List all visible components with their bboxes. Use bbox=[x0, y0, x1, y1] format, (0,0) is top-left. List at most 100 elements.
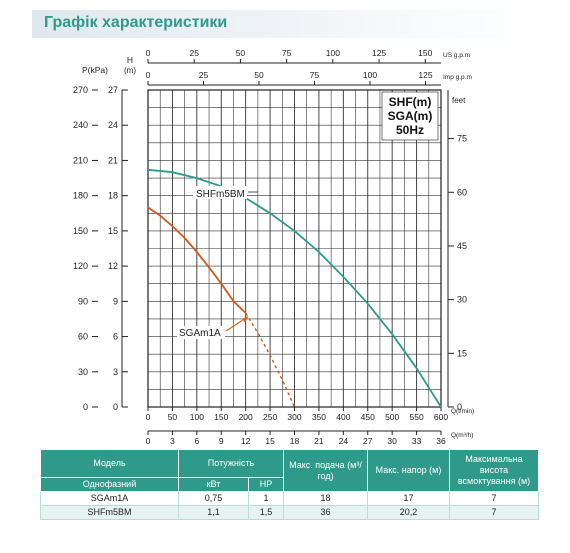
x-axis-usgpm-tick-label: 100 bbox=[326, 48, 340, 58]
pump-curve-chart: 0306090120150180210240270036912151821242… bbox=[73, 48, 474, 445]
page-title: Графік характеристики bbox=[44, 14, 228, 31]
y-tick-label-kpa: 0 bbox=[83, 402, 88, 412]
y-tick-label-feet: 45 bbox=[457, 241, 467, 251]
y-tick-label-kpa: 120 bbox=[73, 261, 88, 271]
series-label-sgam1a: SGAm1A bbox=[179, 328, 221, 339]
x-axis-impgpm-label: Imp g.p.m bbox=[443, 74, 472, 81]
cell-flow: 36 bbox=[283, 505, 368, 520]
y-tick-label-m: 24 bbox=[108, 120, 118, 130]
x-axis-m3h-tick-label: 12 bbox=[241, 436, 251, 445]
x-axis-usgpm-tick-label: 50 bbox=[236, 48, 246, 58]
th-model: Модель bbox=[40, 449, 179, 478]
y-tick-label-m: 21 bbox=[108, 155, 118, 165]
y-tick-label-m: 0 bbox=[113, 402, 118, 412]
series-label-bg bbox=[177, 326, 225, 339]
y-tick-label-feet: 60 bbox=[457, 187, 467, 197]
x-axis-lmin-tick-label: 450 bbox=[361, 412, 375, 422]
y-tick-label-kpa: 270 bbox=[73, 85, 88, 95]
x-axis-m3h-tick-label: 33 bbox=[412, 436, 422, 445]
x-axis-lmin-label: Q(l/min) bbox=[451, 408, 474, 415]
y-axis-label-kpa: P(kPa) bbox=[82, 65, 108, 75]
x-axis-usgpm-label: US g.p.m bbox=[443, 52, 470, 59]
cell-head: 20,2 bbox=[367, 505, 450, 520]
x-axis-m3h-tick-label: 18 bbox=[290, 436, 300, 445]
x-axis-usgpm-tick-label: 125 bbox=[372, 48, 386, 58]
cell-hp: 1 bbox=[248, 491, 284, 506]
y-tick-label-feet: 75 bbox=[457, 134, 467, 144]
legend-box-line: SGA(m) bbox=[388, 109, 433, 123]
th-single-phase: Однофазний bbox=[40, 477, 179, 492]
cell-kw: 0,75 bbox=[178, 491, 249, 506]
y-tick-label-m: 3 bbox=[113, 367, 118, 377]
x-axis-impgpm-tick-label: 125 bbox=[418, 70, 432, 80]
y-tick-label-m: 18 bbox=[108, 191, 118, 201]
x-axis-impgpm-tick-label: 0 bbox=[146, 70, 151, 80]
y-tick-label-kpa: 210 bbox=[73, 155, 88, 165]
x-axis-lmin-tick-label: 0 bbox=[146, 412, 151, 422]
series-line-sgam1a-dashed bbox=[245, 312, 296, 408]
legend-box-line: 50Hz bbox=[396, 123, 424, 137]
chart-axes: 0306090120150180210240270036912151821242… bbox=[73, 48, 467, 445]
x-axis-usgpm-tick-label: 150 bbox=[418, 48, 432, 58]
series-label-shfm5bm: SHFm5BM bbox=[196, 189, 245, 200]
th-max-flow: Макс. подача (м³/год) bbox=[283, 449, 368, 492]
x-axis-lmin-tick-label: 550 bbox=[409, 412, 423, 422]
cell-flow: 18 bbox=[283, 491, 368, 506]
x-axis-lmin-tick-label: 250 bbox=[263, 412, 277, 422]
x-axis-lmin-tick-label: 350 bbox=[312, 412, 326, 422]
x-axis-m3h-tick-label: 27 bbox=[363, 436, 373, 445]
x-axis-m3h-tick-label: 0 bbox=[146, 436, 151, 445]
spec-table: Модель Потужність Макс. подача (м³/год) … bbox=[40, 449, 539, 520]
x-axis-lmin-tick-label: 300 bbox=[287, 412, 301, 422]
th-max-suction: Максимальна висота всмоктування (м) bbox=[449, 449, 539, 492]
x-axis-lmin-tick-label: 500 bbox=[385, 412, 399, 422]
x-axis-impgpm-tick-label: 50 bbox=[254, 70, 264, 80]
y-tick-label-m: 9 bbox=[113, 296, 118, 306]
x-axis-m3h-tick-label: 3 bbox=[170, 436, 175, 445]
x-axis-impgpm-tick-label: 25 bbox=[199, 70, 209, 80]
th-power: Потужність bbox=[178, 449, 284, 478]
y-tick-label-kpa: 180 bbox=[73, 191, 88, 201]
y-tick-label-m: 27 bbox=[108, 85, 118, 95]
y-tick-label-kpa: 90 bbox=[78, 296, 88, 306]
table-row: SHFm5BM 1,1 1,5 36 20,2 7 bbox=[40, 505, 539, 520]
y-tick-label-kpa: 240 bbox=[73, 120, 88, 130]
x-axis-m3h-tick-label: 9 bbox=[219, 436, 224, 445]
series-leader-arrowhead bbox=[242, 316, 249, 323]
th-max-head: Макс. напор (м) bbox=[367, 449, 450, 492]
cell-hp: 1,5 bbox=[248, 505, 284, 520]
title-banner: Графік характеристики bbox=[32, 10, 538, 38]
chart-axis-labels: feet Q(l/min) Q(m³/h) US g.p.m Imp g.p.m P(kP… bbox=[82, 52, 474, 439]
x-axis-usgpm-tick-label: 75 bbox=[282, 48, 292, 58]
y-axis-label-feet: feet bbox=[452, 96, 466, 105]
chart-curves bbox=[147, 168, 442, 408]
x-axis-usgpm-tick-label: 25 bbox=[189, 48, 199, 58]
y-axis-label-h-unit: (m) bbox=[124, 66, 136, 75]
table-row: SGAm1A 0,75 1 18 17 7 bbox=[40, 491, 539, 506]
x-axis-lmin-tick-label: 100 bbox=[190, 412, 204, 422]
th-kw: кВт bbox=[178, 477, 249, 492]
y-tick-label-feet: 30 bbox=[457, 295, 467, 305]
y-tick-label-m: 12 bbox=[108, 261, 118, 271]
series-line-shfm5bm bbox=[147, 168, 442, 408]
x-axis-usgpm-tick-label: 0 bbox=[146, 48, 151, 58]
x-axis-m3h-tick-label: 30 bbox=[387, 436, 397, 445]
legend-box-line: SHF(m) bbox=[389, 95, 432, 109]
cell-model: SGAm1A bbox=[40, 491, 179, 506]
x-axis-m3h-tick-label: 36 bbox=[436, 436, 446, 445]
x-axis-lmin-tick-label: 600 bbox=[434, 412, 448, 422]
cell-suction: 7 bbox=[449, 491, 539, 506]
y-tick-label-feet: 0 bbox=[457, 402, 462, 412]
y-tick-label-kpa: 60 bbox=[78, 332, 88, 342]
x-axis-m3h-tick-label: 15 bbox=[265, 436, 275, 445]
cell-kw: 1,1 bbox=[178, 505, 249, 520]
chart-legend-box: SHF(m)SGA(m)50Hz bbox=[381, 91, 439, 141]
x-axis-lmin-tick-label: 50 bbox=[168, 412, 178, 422]
th-hp: HP bbox=[248, 477, 284, 492]
x-axis-impgpm-tick-label: 100 bbox=[363, 70, 377, 80]
x-axis-m3h-tick-label: 21 bbox=[314, 436, 324, 445]
x-axis-m3h-tick-label: 24 bbox=[339, 436, 349, 445]
x-axis-m3h-tick-label: 6 bbox=[194, 436, 199, 445]
series-label-bg bbox=[193, 186, 247, 199]
cell-head: 17 bbox=[367, 491, 450, 506]
